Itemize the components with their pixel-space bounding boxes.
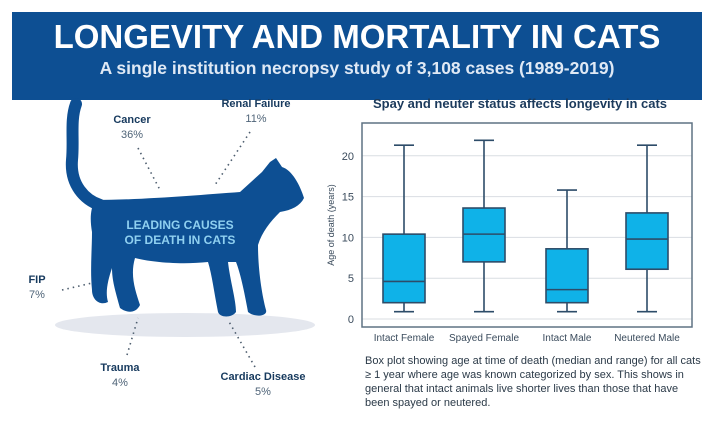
y-axis-label: Age of death (years)	[326, 184, 336, 266]
chart-caption: Box plot showing age at time of death (m…	[365, 355, 701, 409]
cause-pct-trauma: 4%	[112, 377, 128, 389]
box-plot: Spay and neuter status affects longevity…	[326, 96, 693, 344]
y-tick-label: 20	[342, 151, 354, 163]
cause-pct-fip: 7%	[29, 289, 45, 301]
x-tick-label: Intact Male	[543, 333, 592, 344]
cardiac-pointer	[227, 319, 256, 368]
cat-illustration	[55, 98, 315, 368]
box-iqr	[382, 233, 426, 304]
cause-label-fip: FIP	[28, 274, 46, 286]
page-subtitle: A single institution necropsy study of 3…	[99, 58, 615, 78]
x-tick-label: Neutered Male	[614, 333, 680, 344]
center-line-1: LEADING CAUSES	[126, 218, 234, 232]
y-tick-label: 0	[348, 314, 354, 326]
y-tick-label: 10	[342, 232, 354, 244]
y-tick-label: 15	[342, 192, 354, 204]
cancer-pointer	[137, 147, 161, 191]
chart-title: Spay and neuter status affects longevity…	[373, 96, 667, 111]
cause-pct-renal: 11%	[245, 113, 267, 125]
cause-label-cancer: Cancer	[113, 114, 151, 126]
cause-pct-cancer: 36%	[120, 129, 144, 141]
box-iqr	[545, 248, 589, 304]
trauma-pointer	[126, 317, 139, 356]
plot-frame	[361, 122, 693, 328]
cause-pct-cardiac: 5%	[255, 386, 271, 398]
cat-silhouette	[90, 158, 305, 317]
page-title: LONGEVITY AND MORTALITY IN CATS	[53, 18, 661, 55]
cause-label-trauma: Trauma	[100, 362, 140, 374]
center-line-2: OF DEATH IN CATS	[124, 233, 236, 247]
y-tick-label: 5	[348, 273, 354, 285]
x-tick-label: Intact Female	[374, 333, 435, 344]
box-iqr	[625, 212, 669, 271]
cause-label-cardiac: Cardiac Disease	[220, 371, 306, 383]
box-iqr	[462, 207, 506, 263]
header-banner: LONGEVITY AND MORTALITY IN CATS A single…	[12, 12, 702, 100]
cat-center-text: LEADING CAUSES OF DEATH IN CATS	[110, 218, 250, 248]
cat-shadow	[55, 313, 315, 337]
cause-label-renal: Renal Failure	[221, 98, 291, 110]
renal-pointer	[214, 131, 251, 186]
cat-tail	[65, 98, 106, 211]
x-tick-label: Spayed Female	[449, 333, 519, 344]
